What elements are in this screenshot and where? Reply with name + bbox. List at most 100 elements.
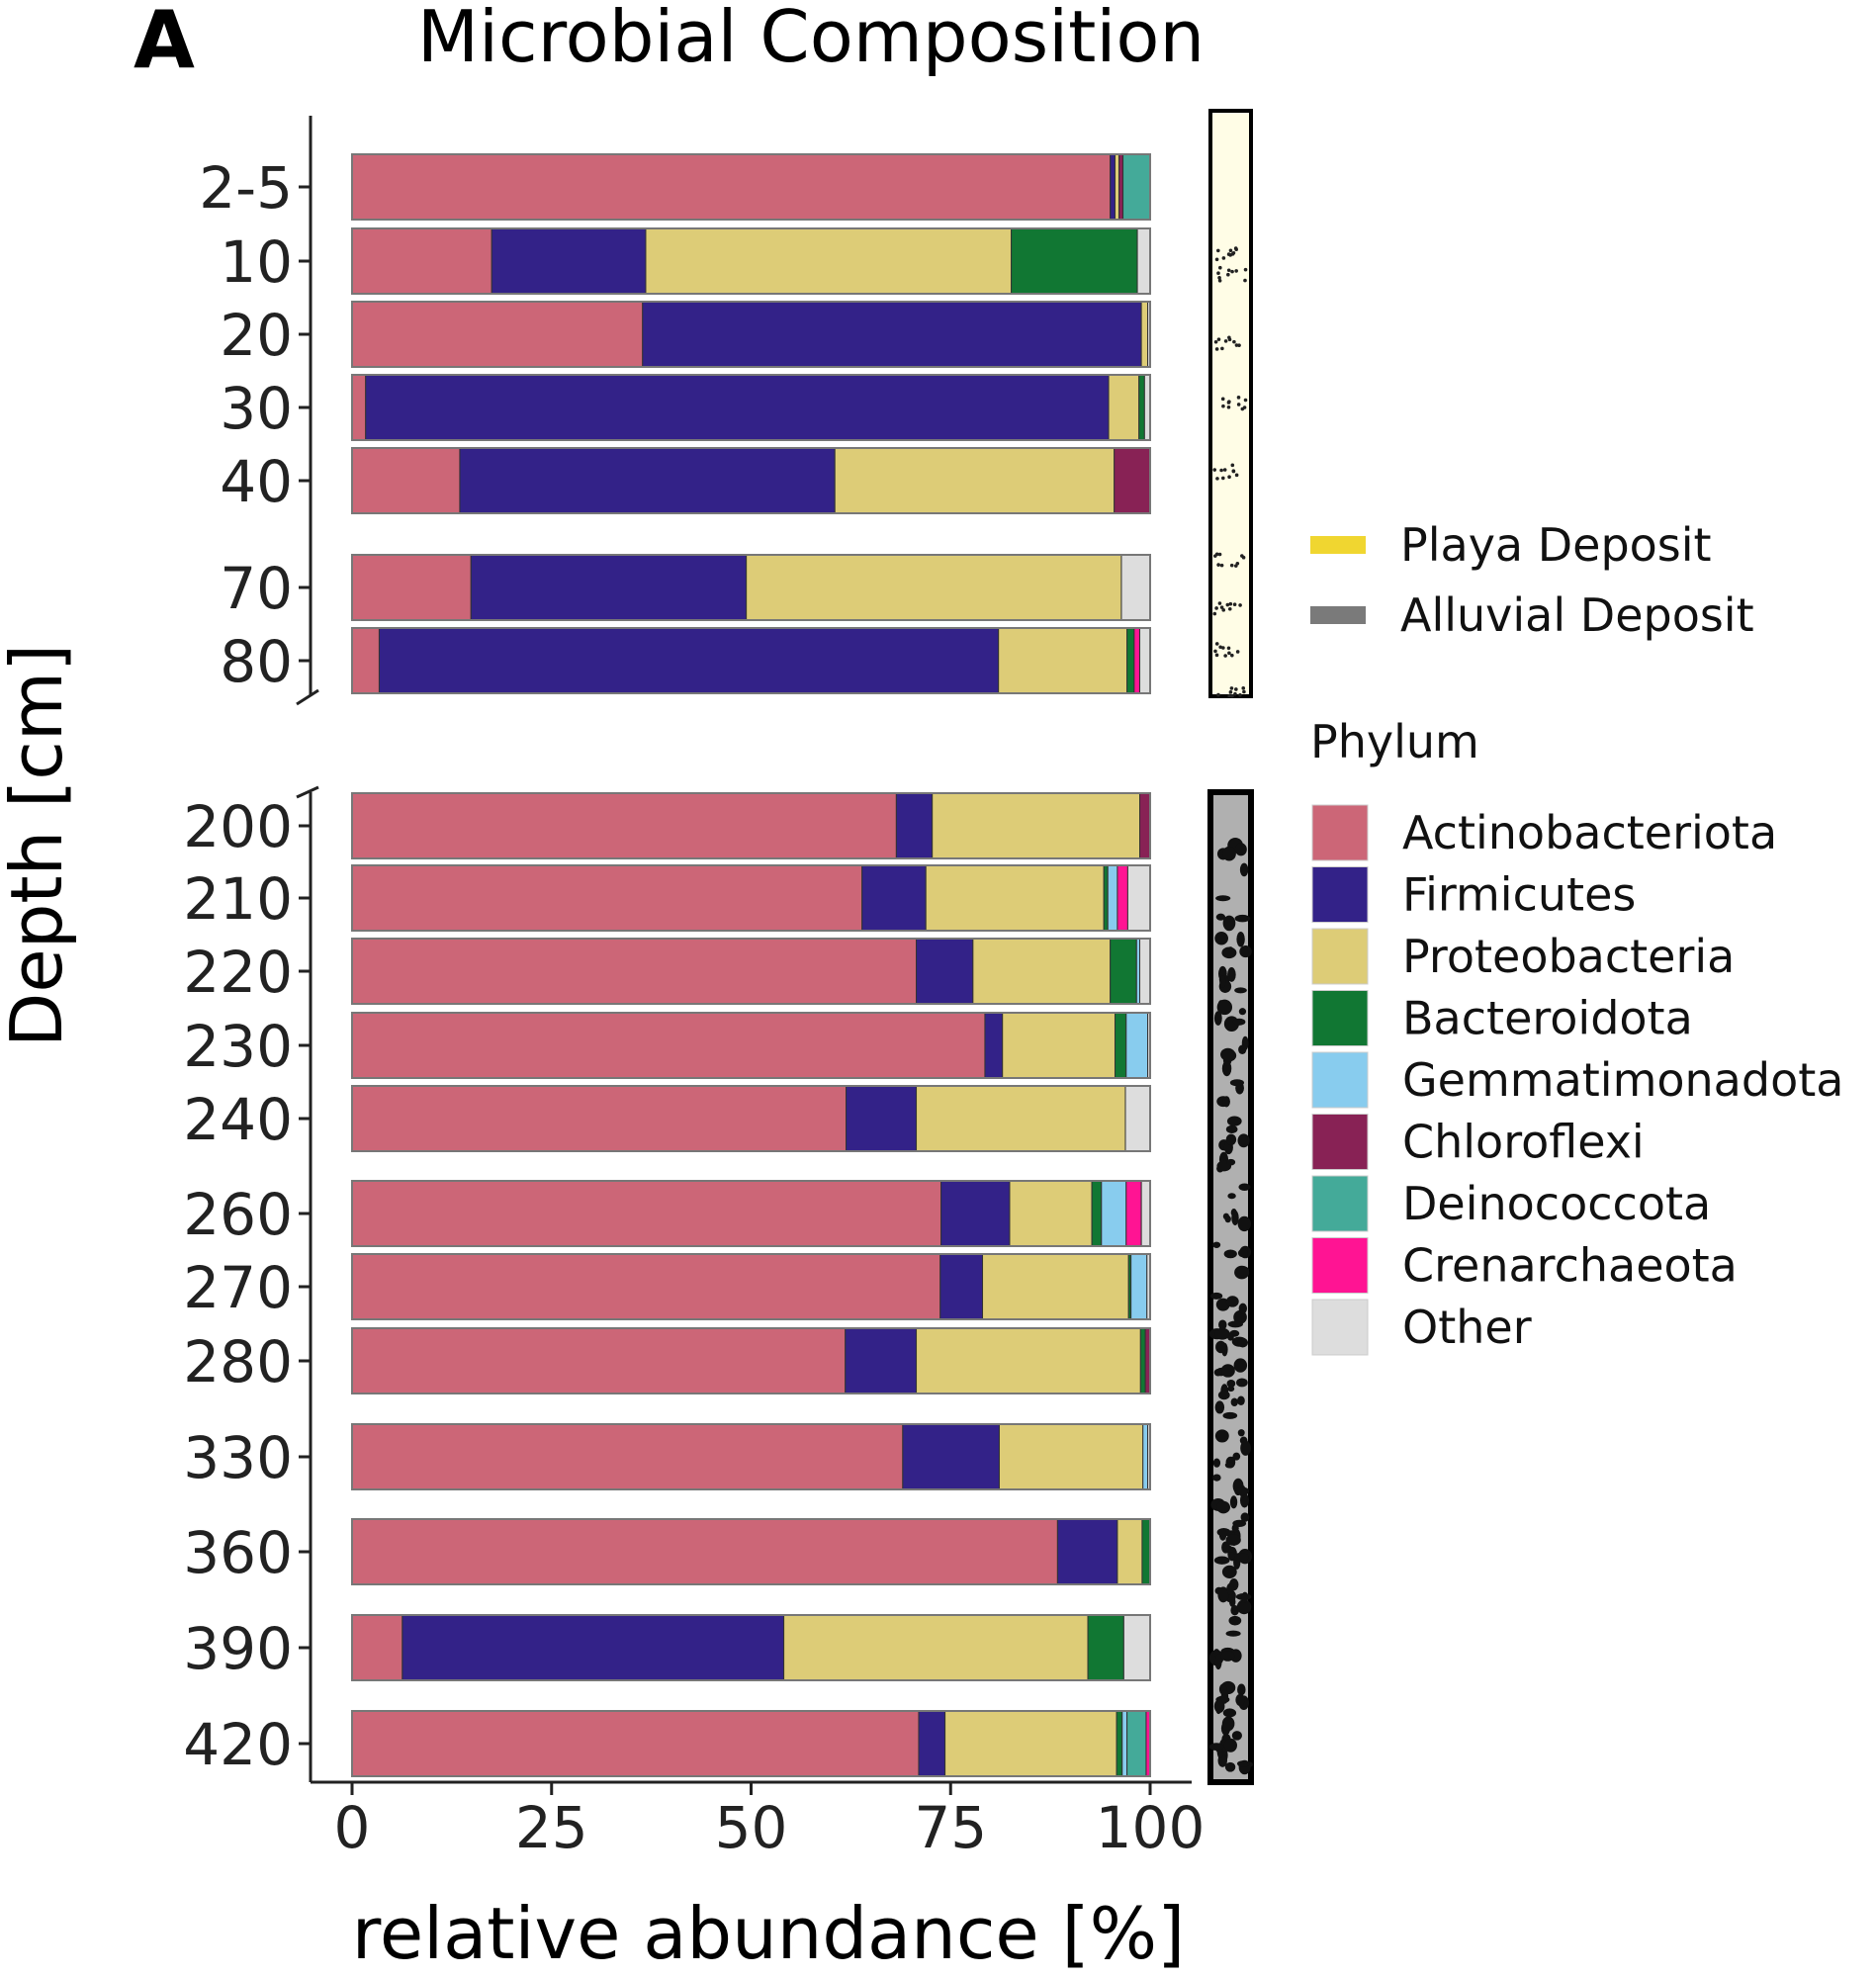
gravel-clast — [1235, 1486, 1250, 1496]
x-tick-label: 25 — [515, 1794, 588, 1861]
legend-swatch — [1311, 804, 1369, 861]
sediment-dot — [1242, 405, 1247, 409]
sediment-dot — [1214, 257, 1219, 262]
sediment-dot — [1227, 400, 1231, 404]
bar-segment-proteobacteria — [834, 447, 1116, 514]
bar-segment-firmicutes — [642, 301, 1142, 368]
sediment-dot — [1217, 276, 1221, 280]
sediment-dot — [1229, 686, 1234, 690]
gravel-clast — [1213, 1369, 1222, 1377]
x-axis-label: relative abundance [%] — [352, 1892, 1185, 1975]
bar-segment-gemmatimonadota — [1142, 1423, 1149, 1490]
deposit-legend-label: Alluvial Deposit — [1400, 588, 1754, 642]
bar-segment-bacteroidota — [1114, 1012, 1127, 1079]
panel-label: A — [134, 0, 195, 86]
gravel-clast — [1233, 1553, 1249, 1562]
y-tick-label: 280 — [183, 1328, 293, 1395]
y-tick-label: 40 — [220, 448, 293, 515]
sediment-dot — [1217, 601, 1222, 605]
gravel-clast — [1227, 1320, 1243, 1328]
gravel-clast — [1236, 1378, 1248, 1388]
gravel-clast — [1227, 1386, 1235, 1393]
sediment-dot — [1240, 554, 1244, 558]
deposit-legend-swatch — [1310, 606, 1366, 624]
sediment-dot — [1221, 404, 1225, 408]
y-tick-label: 260 — [183, 1181, 293, 1248]
sediment-dot — [1241, 686, 1246, 690]
bar-outline — [351, 627, 1151, 694]
legend-label: Crenarchaeota — [1402, 1239, 1738, 1293]
y-tick-label: 200 — [183, 793, 293, 860]
gravel-clast — [1239, 944, 1252, 958]
bar-segment-firmicutes — [984, 1012, 1004, 1079]
gravel-clast — [1226, 1582, 1234, 1595]
bar-segment-bacteroidota — [1110, 938, 1137, 1005]
gravel-clast — [1229, 1495, 1238, 1509]
deposit-legend-swatch — [1310, 536, 1366, 554]
bar-segment-bacteroidota — [1103, 864, 1109, 932]
bar-segment-proteobacteria — [1114, 153, 1120, 221]
sediment-dot — [1227, 651, 1231, 656]
gravel-clast — [1234, 1265, 1250, 1280]
gravel-clast — [1217, 1586, 1229, 1603]
bar-outline — [351, 938, 1151, 1005]
y-tick-label: 20 — [220, 302, 293, 369]
gravel-clast — [1231, 1524, 1239, 1533]
gravel-clast — [1237, 1133, 1250, 1148]
gravel-clast — [1218, 1319, 1227, 1330]
y-tick-label: 10 — [220, 228, 293, 296]
legend-title: Phylum — [1310, 715, 1479, 768]
sediment-dot — [1214, 552, 1219, 557]
sediment-dot — [1217, 278, 1222, 283]
bar-segment-gemmatimonadota — [1130, 1253, 1148, 1320]
gravel-clast — [1212, 1474, 1221, 1482]
sediment-dot — [1222, 468, 1227, 472]
sediment-dot — [1212, 611, 1217, 616]
bar-segment-deinococcota — [1126, 1710, 1147, 1777]
gravel-clast — [1240, 1440, 1251, 1456]
gravel-clast — [1237, 1429, 1245, 1437]
sediment-dot — [1219, 605, 1224, 609]
y-tick-label: 270 — [183, 1254, 293, 1321]
gravel-clast — [1224, 1214, 1231, 1223]
gravel-clast — [1221, 1565, 1237, 1578]
bar-segment-proteobacteria — [982, 1253, 1129, 1320]
gravel-clast — [1214, 1327, 1230, 1340]
y-tick-label: 390 — [183, 1615, 293, 1682]
sediment-dot — [1214, 606, 1218, 610]
y-tick-label: 360 — [183, 1519, 293, 1586]
gravel-clast — [1227, 967, 1236, 982]
bar-segment-proteobacteria — [1002, 1012, 1116, 1079]
legend-swatch — [1311, 1299, 1369, 1356]
gravel-clast — [1231, 1731, 1243, 1741]
x-tick-label: 100 — [1096, 1794, 1206, 1861]
bar-segment-gemmatimonadota — [1101, 1180, 1127, 1247]
bar-segment-chloroflexi — [1139, 792, 1151, 859]
sediment-dot — [1236, 396, 1241, 400]
bar-outline — [351, 1423, 1151, 1490]
bar-segment-actinobacteriota — [351, 792, 897, 859]
bar-segment-proteobacteria — [944, 1710, 1117, 1777]
sediment-dot — [1227, 335, 1231, 340]
bar-segment-crenarchaeota — [1117, 864, 1128, 932]
gravel-clast — [1225, 1534, 1241, 1546]
gravel-clast — [1215, 895, 1231, 902]
legend-label: Other — [1402, 1301, 1532, 1354]
bar-segment-firmicutes — [402, 1614, 785, 1681]
sediment-dot — [1230, 252, 1235, 256]
gravel-clast — [1227, 1552, 1235, 1560]
sediment-dot — [1226, 272, 1230, 277]
gravel-clast — [1236, 932, 1245, 947]
bar-segment-other — [1136, 227, 1151, 295]
sediment-dot — [1234, 247, 1238, 252]
sediment-dot — [1226, 252, 1231, 256]
bar-segment-actinobacteriota — [351, 938, 918, 1005]
gravel-clast — [1213, 1699, 1225, 1714]
gravel-clast — [1213, 1556, 1230, 1565]
sediment-dot — [1237, 343, 1241, 347]
bar-outline — [351, 864, 1151, 932]
gravel-clast — [1216, 999, 1233, 1016]
sediment-dot — [1219, 468, 1223, 473]
gravel-clast — [1232, 1018, 1246, 1026]
gravel-clast — [1219, 975, 1226, 988]
